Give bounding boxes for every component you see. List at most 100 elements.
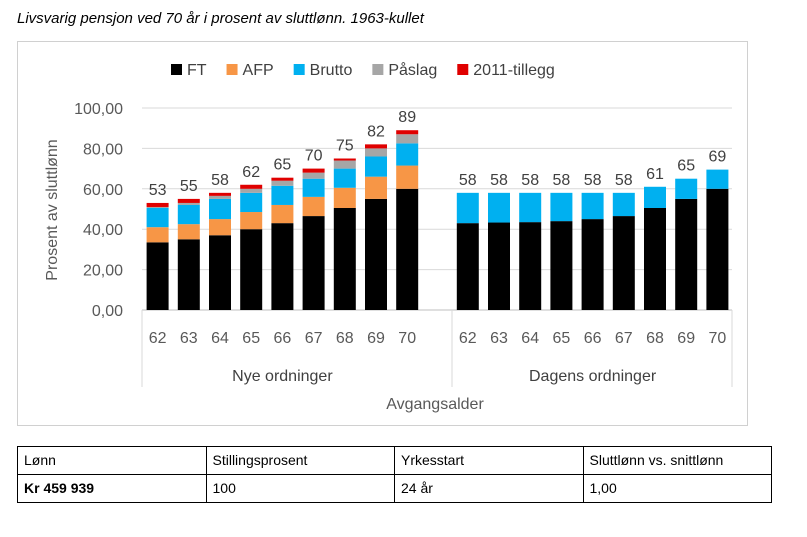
- bar-segment: [396, 188, 419, 310]
- bar-segment: [396, 130, 419, 135]
- bar-segment: [396, 143, 419, 166]
- x-tick-label: 65: [553, 330, 571, 347]
- bar-segment: [240, 229, 263, 310]
- bar-segment: [396, 134, 419, 144]
- legend-label: AFP: [243, 62, 274, 79]
- bar-segment: [488, 222, 510, 310]
- bar-segment: [177, 198, 200, 203]
- data-label: 65: [677, 158, 695, 175]
- x-tick-label: 63: [180, 330, 198, 347]
- bar-segment: [365, 156, 387, 177]
- group-label: Nye ordninger: [232, 368, 333, 385]
- data-label: 65: [274, 157, 292, 174]
- legend-swatch: [226, 64, 238, 75]
- y-tick-label: 100,00: [74, 101, 123, 118]
- y-tick-label: 0,00: [92, 303, 123, 320]
- x-tick-label: 64: [521, 330, 539, 347]
- data-label: 58: [521, 172, 539, 189]
- bar-segment: [240, 184, 263, 189]
- table-row: Kr 459 939 100 24 år 1,00: [17, 474, 772, 503]
- bar-segment: [550, 221, 573, 310]
- table-header-cell: Stillingsprosent: [205, 446, 395, 475]
- x-tick-label: 66: [584, 330, 602, 347]
- bar-segment: [240, 188, 263, 193]
- y-tick-label: 40,00: [83, 222, 123, 239]
- data-label: 89: [398, 109, 416, 126]
- x-tick-label: 70: [398, 330, 416, 347]
- bar-segment: [550, 192, 573, 222]
- group-label: Dagens ordninger: [529, 368, 657, 385]
- bar-segment: [333, 187, 356, 208]
- table-cell: 100: [205, 474, 395, 503]
- bar-segment: [209, 235, 231, 310]
- bar-segment: [365, 176, 387, 199]
- chart-frame: [17, 41, 748, 426]
- bar-segment: [271, 223, 294, 310]
- x-tick-label: 69: [677, 330, 695, 347]
- bar-segment: [146, 242, 169, 310]
- data-label: 62: [242, 164, 260, 181]
- table-header-row: Lønn Stillingsprosent Yrkesstart Sluttlø…: [17, 446, 772, 475]
- data-label: 58: [459, 172, 477, 189]
- legend-swatch: [293, 64, 305, 75]
- data-label: 58: [615, 172, 633, 189]
- x-tick-label: 64: [211, 330, 229, 347]
- bar-segment: [302, 178, 325, 197]
- bar-segment: [581, 192, 604, 220]
- x-tick-label: 63: [490, 330, 508, 347]
- x-tick-label: 68: [646, 330, 664, 347]
- bar-segment: [488, 192, 510, 223]
- bar-segment: [675, 178, 698, 199]
- bar-segment: [365, 144, 387, 149]
- bar-segment: [396, 165, 419, 189]
- bar-segment: [675, 198, 698, 310]
- data-label: 69: [709, 149, 727, 166]
- bar-segment: [333, 168, 356, 188]
- legend-label: 2011-tillegg: [473, 62, 555, 79]
- bar-segment: [271, 177, 294, 181]
- table-cell: 24 år: [394, 474, 584, 503]
- bar-segment: [519, 192, 542, 223]
- x-axis-label: Avgangsalder: [386, 396, 484, 413]
- data-label: 58: [211, 172, 229, 189]
- table-cell: 1,00: [582, 474, 772, 503]
- data-label: 61: [646, 166, 664, 183]
- bar-segment: [365, 198, 387, 310]
- y-tick-label: 80,00: [83, 141, 123, 158]
- bar-segment: [177, 224, 200, 240]
- bar-segment: [146, 227, 169, 243]
- x-tick-label: 65: [242, 330, 260, 347]
- bar-segment: [612, 216, 635, 310]
- y-axis-label: Prosent av sluttlønn: [44, 139, 61, 280]
- bar-segment: [209, 192, 231, 196]
- x-tick-label: 70: [709, 330, 727, 347]
- info-table: Lønn Stillingsprosent Yrkesstart Sluttlø…: [17, 446, 772, 503]
- bar-segment: [302, 168, 325, 173]
- x-tick-label: 66: [274, 330, 292, 347]
- legend-label: Påslag: [388, 61, 437, 79]
- y-tick-label: 60,00: [83, 182, 123, 199]
- data-label: 58: [584, 172, 602, 189]
- data-label: 82: [367, 123, 385, 140]
- bar-segment: [146, 202, 169, 207]
- bar-segment: [146, 206, 169, 208]
- data-label: 55: [180, 178, 198, 195]
- data-label: 53: [149, 182, 167, 199]
- table-header-cell: Lønn: [17, 446, 207, 475]
- bar-segment: [456, 192, 479, 224]
- data-label: 58: [553, 172, 571, 189]
- bar-segment: [271, 185, 294, 205]
- legend-label: Brutto: [310, 62, 353, 79]
- table-header-cell: Sluttlønn vs. snittlønn: [582, 446, 772, 475]
- x-tick-label: 62: [149, 330, 167, 347]
- legend-label: FT: [187, 62, 207, 79]
- x-tick-label: 67: [305, 330, 323, 347]
- data-label: 70: [305, 148, 323, 165]
- bar-segment: [333, 158, 356, 161]
- bar-segment: [612, 192, 635, 217]
- bar-segment: [302, 196, 325, 217]
- x-tick-label: 69: [367, 330, 385, 347]
- data-label: 75: [336, 138, 354, 155]
- bar-segment: [177, 239, 200, 310]
- bar-segment: [706, 169, 729, 189]
